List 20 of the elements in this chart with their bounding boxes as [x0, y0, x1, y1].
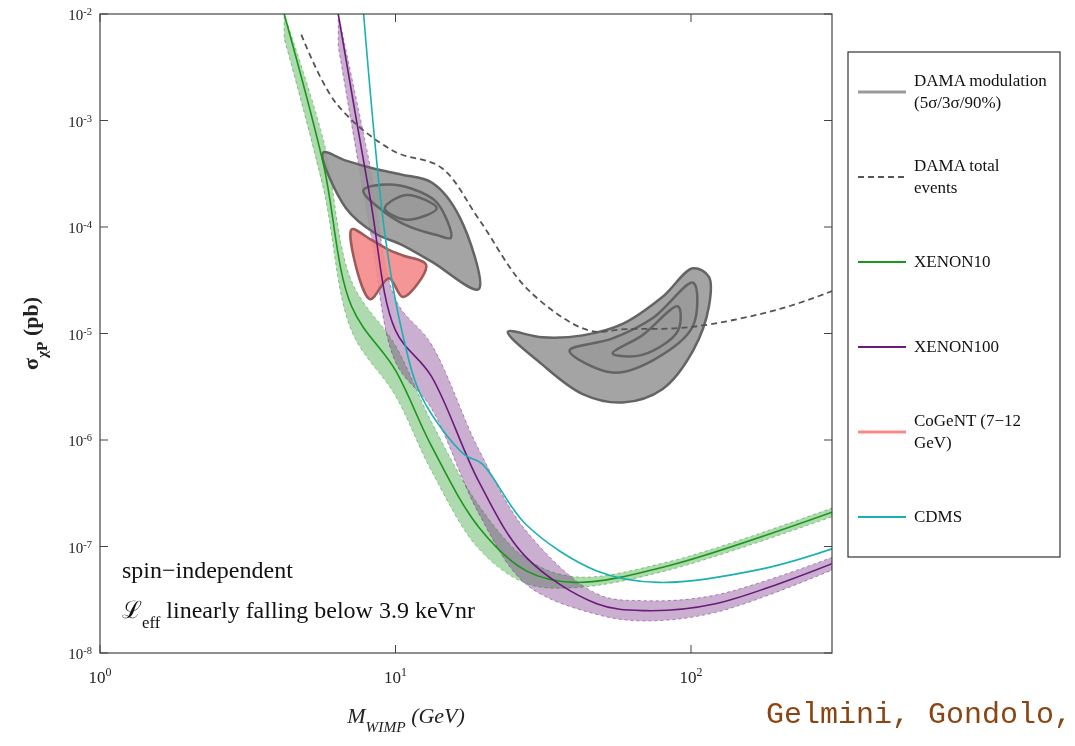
- y-tick-label: 10$^{-8}$: [68, 644, 92, 662]
- legend-label: CoGeNT (7−12 GeV): [914, 411, 1022, 452]
- y-tick-label: 10$^{-2}$: [68, 5, 92, 23]
- x-tick-label: 10$^{1}$: [384, 665, 408, 687]
- legend-label: DAMA modulation (5σ/3σ/90%): [914, 71, 1048, 112]
- annotation: spin−independent: [122, 557, 294, 583]
- y-tick-label: 10$^{-4}$: [68, 218, 93, 236]
- legend-label: DAMA total events: [914, 156, 1000, 197]
- x-axis-title: M$_{WIMP}$ (GeV): [346, 703, 465, 735]
- legend-label: CDMS: [914, 507, 963, 526]
- x-tick-label: 10$^{2}$: [679, 665, 703, 687]
- text: Gelmini, Gondolo,: [765, 698, 1072, 732]
- annotation: ℒ$_{eff}$ linearly falling below 3.9 keVnr: [122, 597, 475, 632]
- y-tick-label: 10$^{-6}$: [68, 431, 92, 449]
- legend-label: XENON100: [914, 337, 999, 356]
- y-tick-label: 10$^{-5}$: [68, 325, 92, 343]
- y-tick-label: 10$^{-3}$: [68, 112, 92, 130]
- y-tick-label: 10$^{-7}$: [68, 538, 92, 556]
- x-tick-label: 10$^{0}$: [88, 665, 112, 687]
- legend-label: XENON10: [914, 252, 991, 271]
